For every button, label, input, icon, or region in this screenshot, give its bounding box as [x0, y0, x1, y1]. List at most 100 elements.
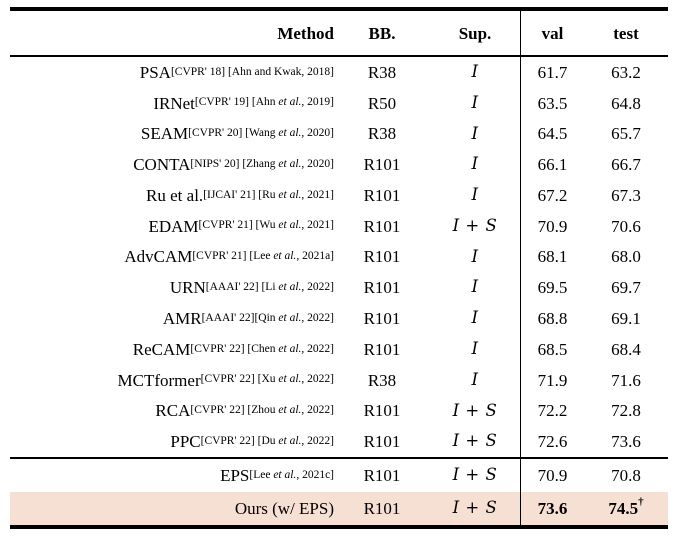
supervision-cell: I	[471, 185, 479, 205]
val-score-cell: 69.5	[520, 272, 584, 304]
supervision-cell: I + S	[452, 498, 498, 518]
method-name: IRNet	[153, 93, 195, 113]
citation-etal: et al.	[278, 157, 302, 170]
citation-text: [CVPR' 18] [Ahn and Kwak, 2018]	[170, 65, 334, 78]
method-cell: EDAM [CVPR' 21] [Wu et al., 2021]	[10, 211, 334, 242]
val-score-cell: 68.1	[520, 241, 584, 273]
test-score-cell: 68.4	[611, 339, 641, 359]
val-score-cell: 73.6	[520, 491, 584, 525]
citation-text: , 2020]	[301, 127, 334, 140]
method-cell: Ru et al. [IJCAI' 21] [Ru et al., 2021]	[10, 180, 334, 211]
supervision-cell: I + S	[452, 465, 498, 485]
table-row: CONTA [NIPS' 20] [Zhang et al., 2020] R1…	[10, 149, 668, 181]
citation-etal: et al.	[278, 373, 302, 386]
citation-text: [NIPS' 20] [Zhang	[190, 157, 279, 170]
supervision-cell: I	[471, 308, 479, 328]
val-score-cell: 63.5	[520, 87, 584, 119]
citation-etal: et al.	[278, 280, 302, 293]
backbone-cell: R38	[367, 62, 397, 82]
method-cell: MCTformer [CVPR' 22] [Xu et al., 2022]	[10, 365, 334, 396]
val-score-cell: 72.2	[520, 395, 584, 427]
method-name: AdvCAM	[124, 247, 193, 267]
table-row: SEAM [CVPR' 20] [Wang et al., 2020] R38 …	[10, 118, 668, 150]
supervision-cell: I	[471, 369, 479, 389]
citation-text: [Lee	[249, 468, 274, 481]
header-backbone: BB.	[368, 23, 396, 43]
citation-etal: et al.	[278, 404, 302, 417]
citation-text: , 2022]	[301, 280, 334, 293]
method-cell: AMR [AAAI' 22][Qin et al., 2022]	[10, 303, 334, 334]
table-row: IRNet [CVPR' 19] [Ahn et al., 2019] R50 …	[10, 87, 668, 119]
supervision-cell: I + S	[452, 400, 498, 420]
method-cell: CONTA [NIPS' 20] [Zhang et al., 2020]	[10, 149, 334, 180]
citation-text: , 2022]	[301, 404, 334, 417]
method-citation: [AAAI' 22][Qin et al., 2022]	[201, 311, 334, 325]
table-footer: EPS [Lee et al., 2021c] R101 I + S 70.9 …	[10, 458, 668, 525]
method-citation: [NIPS' 20] [Zhang et al., 2020]	[190, 157, 334, 171]
citation-etal: et al.	[278, 188, 302, 201]
method-cell: Ours (w/ EPS)	[10, 492, 334, 525]
method-citation: [CVPR' 18] [Ahn and Kwak, 2018]	[170, 65, 334, 79]
citation-text: [CVPR' 19] [Ahn	[194, 96, 279, 109]
method-citation: [CVPR' 21] [Wu et al., 2021]	[199, 220, 334, 232]
method-citation: [CVPR' 21] [Lee et al., 2021a]	[192, 250, 334, 263]
citation-text: , 2022]	[301, 373, 334, 386]
method-name: EPS	[220, 465, 250, 485]
method-citation: [CVPR' 22] [Zhou et al., 2022]	[190, 404, 334, 417]
citation-text: [CVPR' 22] [Du	[200, 434, 279, 447]
method-citation: [Lee et al., 2021c]	[249, 468, 334, 482]
section-divider-rule	[10, 456, 668, 459]
citation-etal: et al.	[273, 250, 297, 263]
table-top-rule	[10, 7, 668, 11]
val-score-cell: 61.7	[520, 57, 584, 88]
supervision-cell: I	[471, 246, 479, 266]
method-citation: [CVPR' 22] [Du et al., 2022]	[200, 434, 334, 448]
val-score-cell: 70.9	[520, 210, 584, 242]
table-row: AdvCAM [CVPR' 21] [Lee et al., 2021a] R1…	[10, 241, 668, 273]
citation-etal: et al.	[278, 311, 302, 324]
citation-text: [AAAI' 22] [Li	[205, 280, 279, 293]
citation-etal: et al.	[278, 219, 302, 232]
test-score-cell: 69.7	[611, 278, 641, 298]
citation-text: [CVPR' 20] [Wang	[188, 127, 279, 140]
citation-text: , 2021c]	[296, 468, 334, 481]
table-row: EPS [Lee et al., 2021c] R101 I + S 70.9 …	[10, 458, 668, 492]
val-score-cell: 67.2	[520, 180, 584, 211]
method-name: Ours (w/ EPS)	[234, 498, 334, 518]
method-citation: [CVPR' 19] [Ahn et al., 2019]	[195, 97, 334, 109]
method-cell: EPS [Lee et al., 2021c]	[10, 459, 334, 492]
method-name: PSA	[139, 62, 171, 82]
citation-text: , 2020]	[301, 157, 334, 170]
supervision-cell: I + S	[452, 215, 498, 235]
table-row: PPC [CVPR' 22] [Du et al., 2022] R101 I …	[10, 426, 668, 457]
supervision-cell: I	[471, 154, 479, 174]
method-name: CONTA	[133, 155, 191, 175]
backbone-cell: R101	[363, 339, 401, 359]
method-name: MCTformer	[117, 370, 201, 390]
test-score-cell: 63.2	[611, 62, 641, 82]
method-citation: [CVPR' 22] [Xu et al., 2022]	[201, 374, 334, 386]
backbone-cell: R101	[363, 185, 401, 205]
table-row: AMR [AAAI' 22][Qin et al., 2022] R101 I …	[10, 303, 668, 334]
backbone-cell: R101	[363, 247, 401, 267]
test-score-cell: 65.7	[611, 124, 641, 144]
citation-text: [AAAI' 22][Qin	[201, 311, 279, 324]
citation-text: , 2022]	[301, 311, 334, 324]
table-row: MCTformer [CVPR' 22] [Xu et al., 2022] R…	[10, 364, 668, 396]
test-score-cell: 70.8	[611, 465, 641, 485]
method-cell: URN [AAAI' 22] [Li et al., 2022]	[10, 272, 334, 303]
supervision-cell: I	[471, 339, 479, 359]
val-score-cell: 68.8	[520, 303, 584, 334]
citation-text: [CVPR' 21] [Wu	[198, 219, 279, 232]
method-cell: IRNet [CVPR' 19] [Ahn et al., 2019]	[10, 88, 334, 119]
test-score-cell: 72.8	[611, 401, 641, 421]
citation-text: , 2022]	[301, 342, 334, 355]
citation-text: [IJCAI' 21] [Ru	[203, 188, 279, 201]
method-name: AMR	[162, 309, 202, 328]
method-name: RCA	[155, 401, 191, 421]
citation-text: , 2019]	[301, 96, 334, 109]
method-name: ReCAM	[132, 339, 191, 359]
results-table: Method BB. Sup. val test PSA [CVPR' 18] …	[10, 7, 668, 529]
backbone-cell: R50	[367, 93, 397, 113]
table-row: RCA [CVPR' 22] [Zhou et al., 2022] R101 …	[10, 395, 668, 427]
